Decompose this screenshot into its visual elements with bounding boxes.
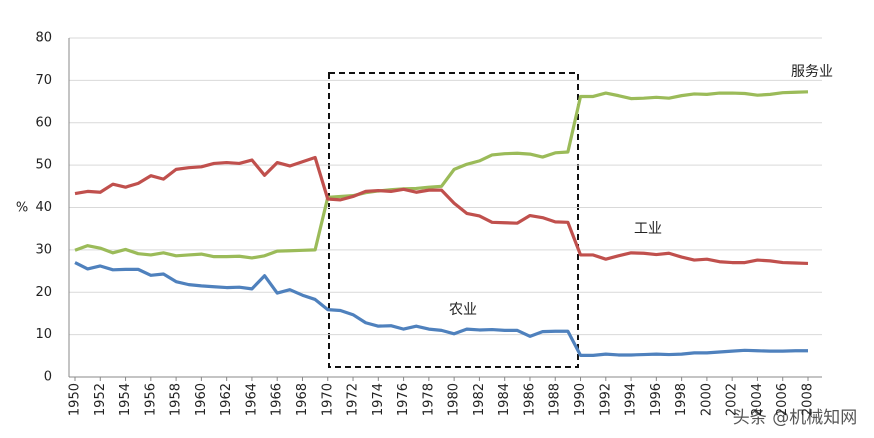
x-tick-label: 1978 [421,383,436,416]
y-axis-label: % [16,201,28,216]
x-tick-label: 1964 [244,383,259,416]
x-tick-label: 1994 [624,383,639,416]
x-tick-label: 1990 [573,383,588,416]
x-tick-label: 1996 [649,383,664,416]
highlight-box [328,72,579,368]
series-line [74,155,809,266]
x-tick-label: 1970 [320,383,335,416]
x-tick-label: 1982 [472,383,487,416]
x-tick-label: 1968 [295,383,310,416]
x-tick-label: 1962 [219,383,234,416]
x-tick-label: 2008 [801,383,816,416]
x-tick-label: 1966 [270,383,285,416]
y-tick-label: 0 [44,370,52,385]
x-tick-label: 2000 [699,383,714,416]
x-tick-label: 1984 [497,383,512,416]
x-tick-label: 1960 [194,383,209,416]
x-tick-label: 1952 [93,383,108,416]
x-tick-label: 1980 [447,383,462,416]
x-tick-label: 1958 [169,383,184,416]
series-line [74,90,809,260]
x-tick-label: 1954 [118,383,133,416]
series-label: 农业 [449,302,477,318]
x-tick-label: 2002 [725,383,740,416]
x-tick-label: 1950 [68,383,83,416]
series-label: 工业 [634,221,662,237]
x-tick-label: 1976 [396,383,411,416]
y-tick-label: 10 [35,327,52,342]
watermark: 头条 @机械知网 [733,408,857,428]
y-tick-label: 60 [35,115,52,130]
x-tick-label: 1998 [674,383,689,416]
y-tick-label: 40 [35,200,52,215]
series-line [74,261,808,357]
y-tick-label: 80 [35,31,52,46]
x-tick-label: 1992 [598,383,613,416]
y-tick-label: 50 [35,158,52,173]
x-tick-label: 2004 [750,383,765,416]
y-tick-label: 20 [35,285,52,300]
x-tick-label: 2006 [775,383,790,416]
y-tick-label: 30 [35,242,52,257]
x-tick-label: 1986 [522,383,537,416]
x-tick-label: 1974 [371,383,386,416]
x-tick-label: 1988 [548,383,563,416]
x-tick-label: 1956 [143,383,158,416]
y-tick-label: 70 [35,73,52,88]
series-label: 服务业 [791,64,833,80]
x-tick-label: 1972 [346,383,361,416]
